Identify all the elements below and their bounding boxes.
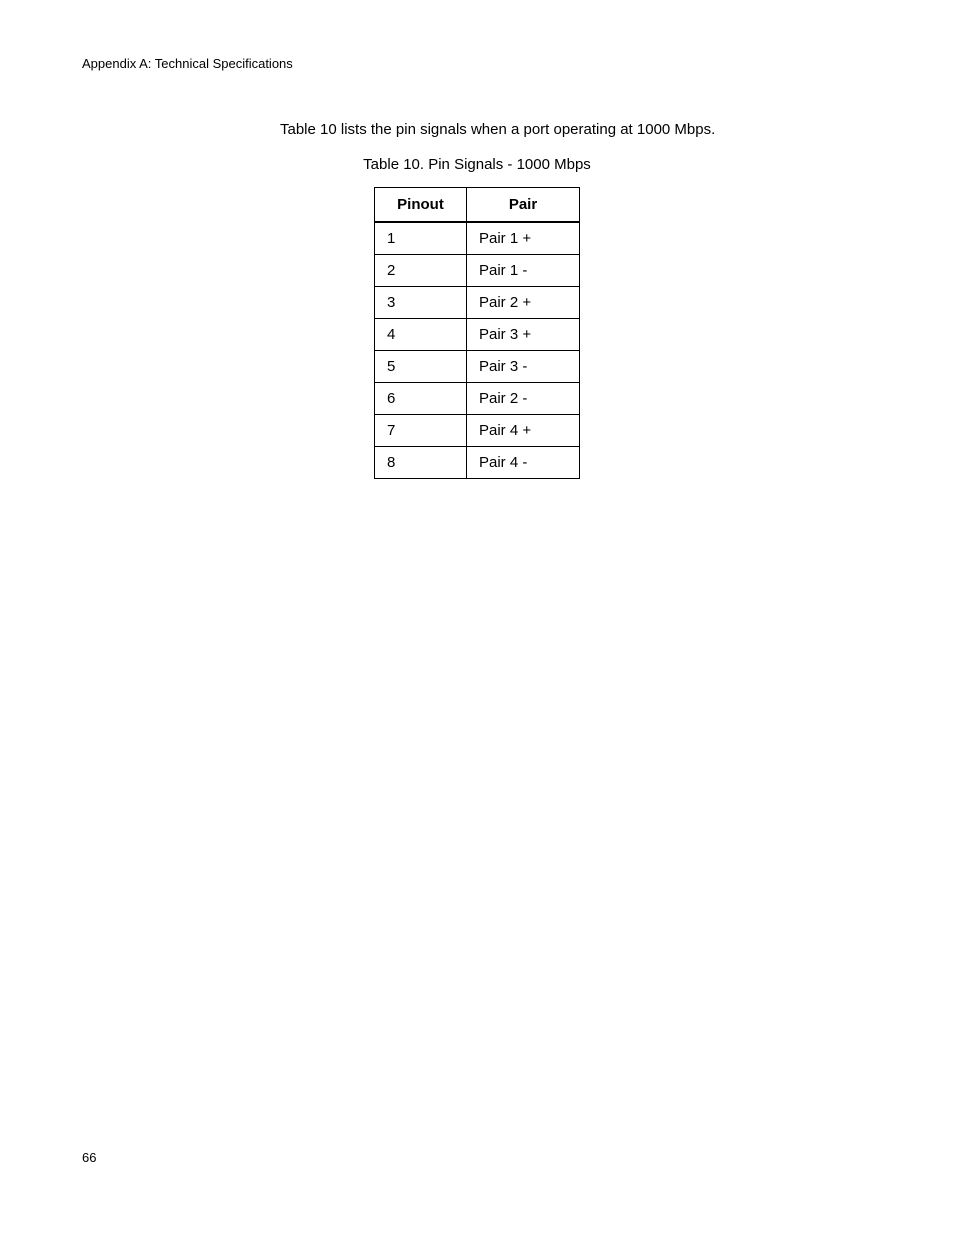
column-header-pair: Pair [467, 188, 580, 223]
page-number: 66 [82, 1150, 96, 1165]
table-row: 5 Pair 3 - [375, 351, 580, 383]
table-row: 7 Pair 4 + [375, 415, 580, 447]
cell-pinout: 8 [375, 447, 467, 479]
table-row: 8 Pair 4 - [375, 447, 580, 479]
page-header: Appendix A: Technical Specifications [82, 56, 872, 71]
cell-pair: Pair 2 + [467, 287, 580, 319]
table-header-row: Pinout Pair [375, 188, 580, 223]
cell-pinout: 3 [375, 287, 467, 319]
cell-pinout: 6 [375, 383, 467, 415]
cell-pinout: 4 [375, 319, 467, 351]
pin-signals-table: Pinout Pair 1 Pair 1 + 2 Pair 1 - 3 Pair… [374, 187, 580, 479]
column-header-pinout: Pinout [375, 188, 467, 223]
cell-pair: Pair 2 - [467, 383, 580, 415]
intro-paragraph: Table 10 lists the pin signals when a po… [280, 121, 872, 138]
cell-pair: Pair 3 + [467, 319, 580, 351]
cell-pair: Pair 4 + [467, 415, 580, 447]
cell-pair: Pair 4 - [467, 447, 580, 479]
table-row: 4 Pair 3 + [375, 319, 580, 351]
table-row: 3 Pair 2 + [375, 287, 580, 319]
cell-pinout: 1 [375, 222, 467, 255]
table-container: Pinout Pair 1 Pair 1 + 2 Pair 1 - 3 Pair… [82, 187, 872, 479]
table-row: 2 Pair 1 - [375, 255, 580, 287]
cell-pair: Pair 1 - [467, 255, 580, 287]
table-caption: Table 10. Pin Signals - 1000 Mbps [82, 156, 872, 173]
cell-pair: Pair 1 + [467, 222, 580, 255]
table-row: 6 Pair 2 - [375, 383, 580, 415]
cell-pinout: 7 [375, 415, 467, 447]
cell-pinout: 2 [375, 255, 467, 287]
table-row: 1 Pair 1 + [375, 222, 580, 255]
cell-pair: Pair 3 - [467, 351, 580, 383]
cell-pinout: 5 [375, 351, 467, 383]
